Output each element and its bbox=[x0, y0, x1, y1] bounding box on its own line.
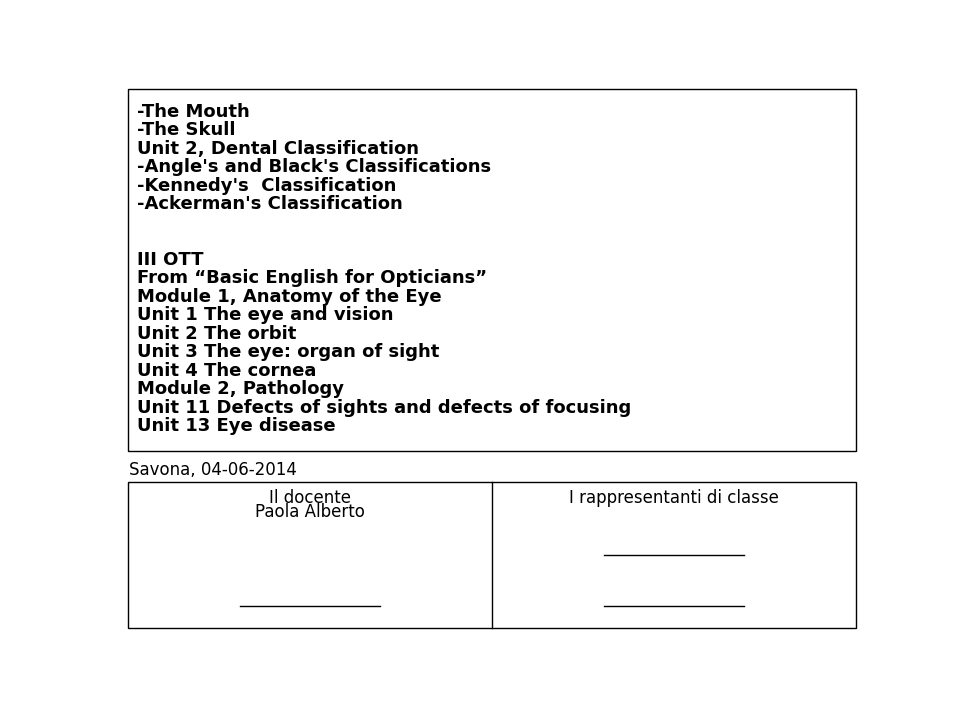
Text: -Angle's and Black's Classifications: -Angle's and Black's Classifications bbox=[137, 158, 492, 176]
Text: -Ackerman's Classification: -Ackerman's Classification bbox=[137, 195, 403, 213]
Text: Unit 4 The cornea: Unit 4 The cornea bbox=[137, 361, 317, 380]
Text: I rappresentanti di classe: I rappresentanti di classe bbox=[569, 489, 780, 508]
Text: -The Skull: -The Skull bbox=[137, 121, 235, 139]
FancyBboxPatch shape bbox=[128, 482, 856, 628]
Text: Unit 2 The orbit: Unit 2 The orbit bbox=[137, 324, 297, 343]
Text: Unit 1 The eye and vision: Unit 1 The eye and vision bbox=[137, 306, 394, 324]
Text: Module 2, Pathology: Module 2, Pathology bbox=[137, 380, 344, 398]
Text: Unit 13 Eye disease: Unit 13 Eye disease bbox=[137, 417, 336, 435]
FancyBboxPatch shape bbox=[128, 89, 856, 451]
Text: Unit 2, Dental Classification: Unit 2, Dental Classification bbox=[137, 140, 420, 158]
Text: Il docente: Il docente bbox=[269, 489, 350, 508]
Text: -Kennedy's  Classification: -Kennedy's Classification bbox=[137, 177, 396, 195]
Text: -The Mouth: -The Mouth bbox=[137, 103, 250, 121]
Text: Paola Alberto: Paola Alberto bbox=[255, 503, 365, 521]
Text: Unit 3 The eye: organ of sight: Unit 3 The eye: organ of sight bbox=[137, 343, 440, 361]
Text: Module 1, Anatomy of the Eye: Module 1, Anatomy of the Eye bbox=[137, 288, 442, 306]
Text: Savona, 04-06-2014: Savona, 04-06-2014 bbox=[130, 461, 298, 479]
Text: Unit 11 Defects of sights and defects of focusing: Unit 11 Defects of sights and defects of… bbox=[137, 398, 632, 417]
Text: From “Basic English for Opticians”: From “Basic English for Opticians” bbox=[137, 269, 487, 288]
Text: III OTT: III OTT bbox=[137, 251, 204, 269]
